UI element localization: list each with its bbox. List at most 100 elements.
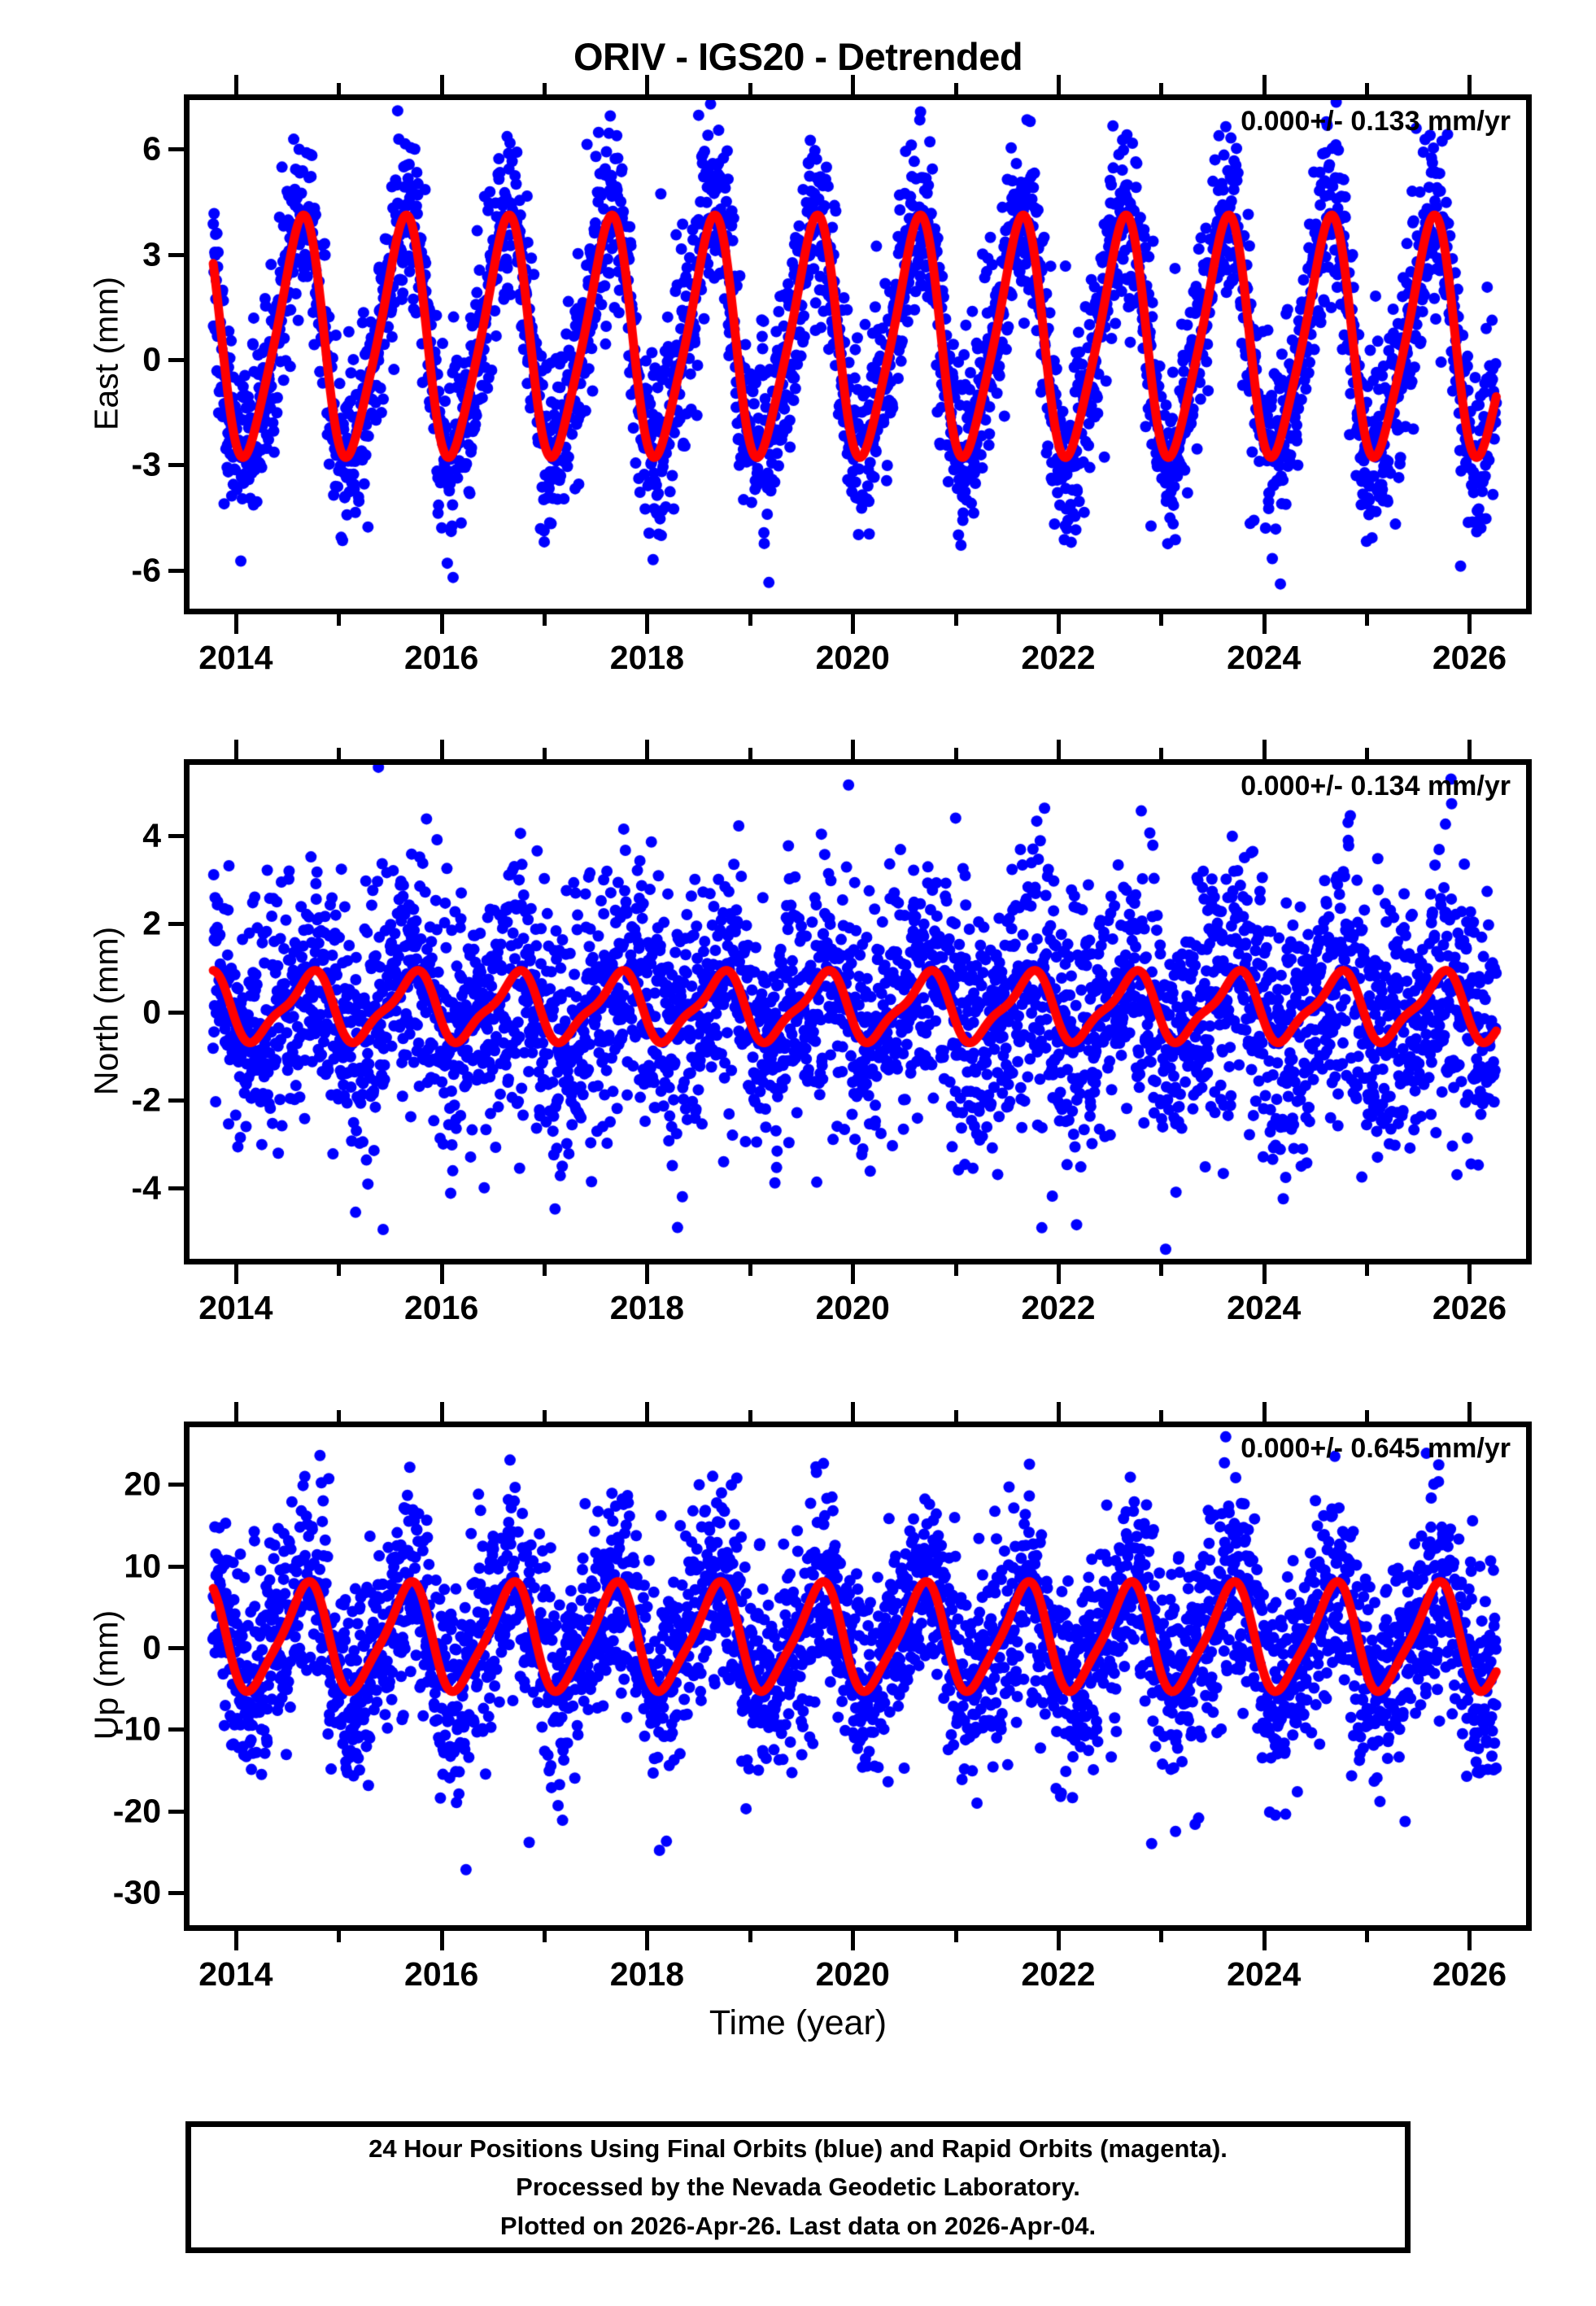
y-tick-label: -6 xyxy=(131,551,161,589)
y-tick-up-2 xyxy=(168,1645,184,1650)
y-tick-east-3 xyxy=(168,463,184,468)
x-tick-bottom xyxy=(1056,1931,1061,1950)
y-tick-label: 2 xyxy=(142,904,161,942)
x-tick-label: 2014 xyxy=(198,1955,273,1993)
x-tick-bottom xyxy=(748,1264,752,1276)
x-tick-bottom xyxy=(1467,1264,1472,1284)
x-tick-top xyxy=(1262,1402,1267,1422)
plot-area-east xyxy=(190,100,1526,609)
x-tick-bottom xyxy=(953,614,958,626)
x-tick-bottom xyxy=(1365,614,1370,626)
y-axis-title-north: North (mm) xyxy=(87,926,125,1095)
x-tick-top xyxy=(337,748,342,759)
x-tick-label: 2026 xyxy=(1432,1955,1507,1993)
x-axis-title: Time (year) xyxy=(709,2003,887,2042)
x-tick-top xyxy=(748,1410,752,1422)
y-tick-north-2 xyxy=(168,1010,184,1015)
y-tick-label: -3 xyxy=(131,445,161,483)
x-tick-top xyxy=(233,1402,238,1422)
plot-panel-east: 6 3 0 -3 -6 2014 2016 2018 2020 2022 2024 2026 0.000… xyxy=(88,75,1532,676)
x-tick-top xyxy=(439,1402,444,1422)
y-tick-label: 3 xyxy=(142,235,161,273)
x-tick-bottom xyxy=(851,1931,856,1950)
x-tick-label: 2014 xyxy=(198,1289,273,1326)
x-tick-bottom xyxy=(748,1931,752,1942)
x-tick-label: 2016 xyxy=(404,1955,479,1993)
plot-area-north xyxy=(190,765,1526,1259)
y-tick-up-5 xyxy=(168,1890,184,1895)
footer-line-3: Plotted on 2026-Apr-26. Last data on 202… xyxy=(499,2211,1097,2240)
y-tick-label: -2 xyxy=(131,1081,161,1119)
x-tick-top xyxy=(953,83,958,94)
x-tick-top xyxy=(543,748,547,759)
x-tick-label: 2022 xyxy=(1021,1289,1096,1326)
x-tick-bottom xyxy=(1056,614,1061,634)
x-tick-top xyxy=(1056,75,1061,94)
y-tick-east-1 xyxy=(168,252,184,257)
x-tick-label: 2020 xyxy=(815,639,890,676)
x-tick-top xyxy=(851,740,856,759)
y-tick-label: 0 xyxy=(142,340,161,378)
plot-panel-up: 20 10 0 -10 -20 -30 2014 2016 2018 2020 2022 2024 20… xyxy=(88,1402,1532,1993)
x-tick-top xyxy=(337,1410,342,1422)
x-tick-label: 2016 xyxy=(404,639,479,676)
y-tick-north-4 xyxy=(168,1186,184,1191)
x-tick-label: 2024 xyxy=(1227,1289,1302,1326)
x-tick-top xyxy=(645,740,650,759)
x-tick-bottom xyxy=(337,1264,342,1276)
x-tick-bottom xyxy=(233,1264,238,1284)
x-tick-label: 2020 xyxy=(815,1289,890,1326)
x-tick-bottom xyxy=(233,1931,238,1950)
x-tick-label: 2018 xyxy=(609,1289,685,1326)
x-tick-top xyxy=(233,740,238,759)
x-tick-bottom xyxy=(748,614,752,626)
footer-line-1: 24 Hour Positions Using Final Orbits (bl… xyxy=(368,2134,1228,2164)
x-tick-label: 2022 xyxy=(1021,1955,1096,1993)
x-tick-top xyxy=(1262,740,1267,759)
x-tick-bottom xyxy=(543,1931,547,1942)
x-tick-label: 2026 xyxy=(1432,639,1507,676)
x-tick-top xyxy=(543,83,547,94)
x-tick-top xyxy=(1467,740,1472,759)
x-tick-label: 2018 xyxy=(609,639,685,676)
y-tick-north-0 xyxy=(168,833,184,838)
x-tick-label: 2026 xyxy=(1432,1289,1507,1326)
x-tick-bottom xyxy=(1365,1264,1370,1276)
x-tick-top xyxy=(851,75,856,94)
x-tick-bottom xyxy=(439,1264,444,1284)
y-tick-label: -10 xyxy=(112,1710,161,1748)
x-tick-top xyxy=(1365,1410,1370,1422)
x-tick-top xyxy=(645,75,650,94)
x-tick-top xyxy=(439,740,444,759)
y-tick-label: 4 xyxy=(142,816,161,854)
x-tick-bottom xyxy=(439,614,444,634)
x-tick-top xyxy=(1159,83,1164,94)
y-axis-title-east: East (mm) xyxy=(87,276,125,430)
rate-annotation-north: 0.000+/- 0.134 mm/yr xyxy=(1241,771,1511,801)
x-tick-label: 2020 xyxy=(815,1955,890,1993)
x-tick-top xyxy=(1365,83,1370,94)
x-tick-top xyxy=(1159,748,1164,759)
x-tick-top xyxy=(953,1410,958,1422)
y-tick-label: -20 xyxy=(112,1792,161,1830)
x-tick-top xyxy=(1262,75,1267,94)
y-tick-label: 6 xyxy=(142,129,161,168)
x-tick-bottom xyxy=(1262,1931,1267,1950)
x-tick-label: 2022 xyxy=(1021,639,1096,676)
rate-annotation-up: 0.000+/- 0.645 mm/yr xyxy=(1241,1433,1511,1464)
x-tick-bottom xyxy=(1159,1931,1164,1942)
y-tick-north-1 xyxy=(168,922,184,927)
y-tick-label: -4 xyxy=(131,1168,161,1207)
x-tick-top xyxy=(748,83,752,94)
plot-panel-north: 4 2 0 -2 -4 2014 2016 2018 2020 2022 2024 2026 0.000… xyxy=(88,740,1532,1326)
x-tick-top xyxy=(953,748,958,759)
x-tick-bottom xyxy=(1159,1264,1164,1276)
x-tick-bottom xyxy=(953,1931,958,1942)
x-tick-top xyxy=(1159,1410,1164,1422)
y-tick-east-0 xyxy=(168,147,184,152)
x-tick-top xyxy=(337,83,342,94)
y-tick-up-4 xyxy=(168,1809,184,1814)
plot-area-up xyxy=(190,1427,1526,1925)
y-tick-label: 10 xyxy=(124,1547,161,1585)
